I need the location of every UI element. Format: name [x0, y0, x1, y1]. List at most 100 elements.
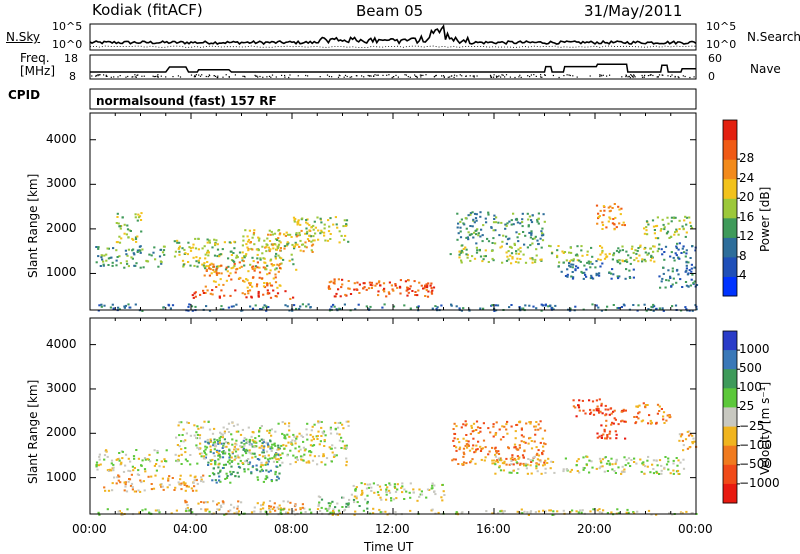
velocity-heatmap-cell	[458, 446, 462, 449]
nave-point	[641, 74, 643, 77]
velocity-heatmap-cell	[401, 491, 404, 494]
power-heatmap-cell	[279, 232, 282, 235]
power-heatmap-cell	[549, 245, 552, 248]
power-heatmap-cell	[601, 221, 604, 224]
power-heatmap-cell	[241, 292, 244, 295]
velocity-heatmap-cell	[505, 457, 508, 460]
power-heatmap-cell	[691, 309, 694, 312]
power-heatmap-cell	[597, 217, 600, 220]
velocity-heatmap-cell	[513, 457, 516, 460]
velocity-heatmap-cell	[403, 488, 406, 491]
power-heatmap-cell	[272, 289, 275, 292]
power-heatmap-cell	[344, 225, 347, 227]
power-heatmap-cell	[190, 305, 194, 308]
velocity-heatmap-cell	[652, 468, 655, 470]
power-heatmap-cell	[481, 240, 484, 243]
velocity-heatmap-cell	[680, 433, 683, 436]
power-heatmap-cell	[314, 232, 317, 235]
velocity-heatmap-cell	[662, 411, 666, 414]
velocity-heatmap-cell	[123, 489, 126, 492]
power-heatmap-cell	[255, 248, 258, 251]
velocity-heatmap-cell	[294, 508, 297, 511]
power-heatmap-cell	[302, 250, 305, 253]
power-heatmap-cell	[612, 253, 615, 256]
velocity-heatmap-cell	[195, 444, 198, 447]
velocity-heatmap-cell	[497, 450, 500, 453]
nave-point	[346, 75, 348, 78]
nave-point	[633, 75, 635, 77]
velocity-heatmap-cell	[577, 511, 580, 514]
velocity-heatmap-cell	[345, 457, 348, 460]
velocity-heatmap-cell	[361, 489, 364, 492]
power-heatmap-cell	[252, 233, 255, 236]
velocity-heatmap-cell	[250, 511, 254, 514]
power-heatmap-cell	[479, 307, 482, 310]
velocity-heatmap-cell	[317, 503, 320, 506]
power-heatmap-cell	[627, 254, 630, 257]
power-heatmap-cell	[272, 277, 275, 280]
velocity-heatmap-cell	[354, 488, 357, 490]
velocity-heatmap-cell	[517, 468, 520, 471]
velocity-heatmap-cell	[306, 438, 309, 441]
velocity-heatmap-cell	[221, 434, 224, 436]
velocity-heatmap-cell	[480, 458, 483, 461]
power-heatmap-cell	[662, 223, 665, 226]
velocity-heatmap-cell	[575, 415, 578, 418]
nave-point	[319, 76, 321, 78]
nave-point	[599, 75, 601, 78]
power-heatmap-cell	[249, 263, 252, 266]
power-heatmap-cell	[279, 263, 282, 266]
velocity-heatmap-cell	[541, 453, 544, 456]
power-heatmap-cell	[243, 293, 247, 296]
velocity-heatmap-cell	[588, 399, 591, 402]
velocity-heatmap-cell	[95, 461, 99, 464]
velocity-heatmap-cell	[159, 483, 162, 486]
velocity-heatmap-cell	[170, 512, 173, 515]
velocity-heatmap-cell	[667, 460, 670, 463]
power-heatmap-cell	[491, 304, 494, 307]
velocity-heatmap-cell	[237, 448, 240, 451]
velocity-heatmap-cell	[622, 409, 625, 412]
velocity-heatmap-cell	[215, 449, 219, 452]
velocity-heatmap-cell	[542, 509, 545, 512]
velocity-heatmap-cell	[491, 462, 494, 465]
velocity-heatmap-cell	[518, 456, 521, 459]
velocity-heatmap-cell	[107, 489, 111, 492]
power-heatmap-cell	[142, 266, 145, 269]
velocity-heatmap-cell	[132, 469, 135, 472]
velocity-heatmap-cell	[286, 454, 289, 457]
nave-point	[134, 74, 136, 76]
power-heatmap-cell	[118, 241, 122, 244]
power-heatmap-cell	[340, 234, 343, 237]
velocity-heatmap-cell	[329, 432, 333, 435]
power-heatmap-cell	[499, 246, 502, 249]
velocity-heatmap-cell	[492, 435, 495, 438]
power-heatmap-cell	[646, 233, 649, 236]
velocity-heatmap-cell	[597, 409, 600, 412]
velocity-heatmap-cell	[311, 444, 314, 447]
velocity-heatmap-cell	[454, 458, 457, 461]
power-heatmap-cell	[294, 218, 297, 220]
power-heatmap-cell	[197, 238, 200, 240]
velocity-heatmap-cell	[352, 498, 356, 501]
power-heatmap-cell	[362, 287, 365, 290]
power-heatmap-cell	[383, 290, 386, 293]
power-heatmap-cell	[377, 294, 380, 297]
power-heatmap-cell	[381, 306, 384, 309]
velocity-heatmap-cell	[472, 437, 475, 440]
power-heatmap-cell	[299, 249, 302, 252]
power-heatmap-cell	[643, 303, 646, 306]
power-heatmap-cell	[208, 274, 211, 277]
velocity-heatmap-cell	[311, 459, 315, 462]
velocity-heatmap-cell	[259, 510, 262, 513]
velocity-heatmap-cell	[121, 457, 124, 460]
velocity-heatmap-cell	[328, 505, 331, 507]
velocity-heatmap-cell	[370, 489, 373, 492]
power-heatmap-cell	[117, 306, 120, 309]
power-heatmap-cell	[574, 268, 577, 271]
nave-point	[497, 76, 499, 78]
power-heatmap-cell	[206, 289, 209, 292]
velocity-heatmap-cell	[678, 433, 681, 436]
velocity-heatmap-cell	[259, 465, 262, 468]
velocity-heatmap-cell	[401, 485, 404, 488]
